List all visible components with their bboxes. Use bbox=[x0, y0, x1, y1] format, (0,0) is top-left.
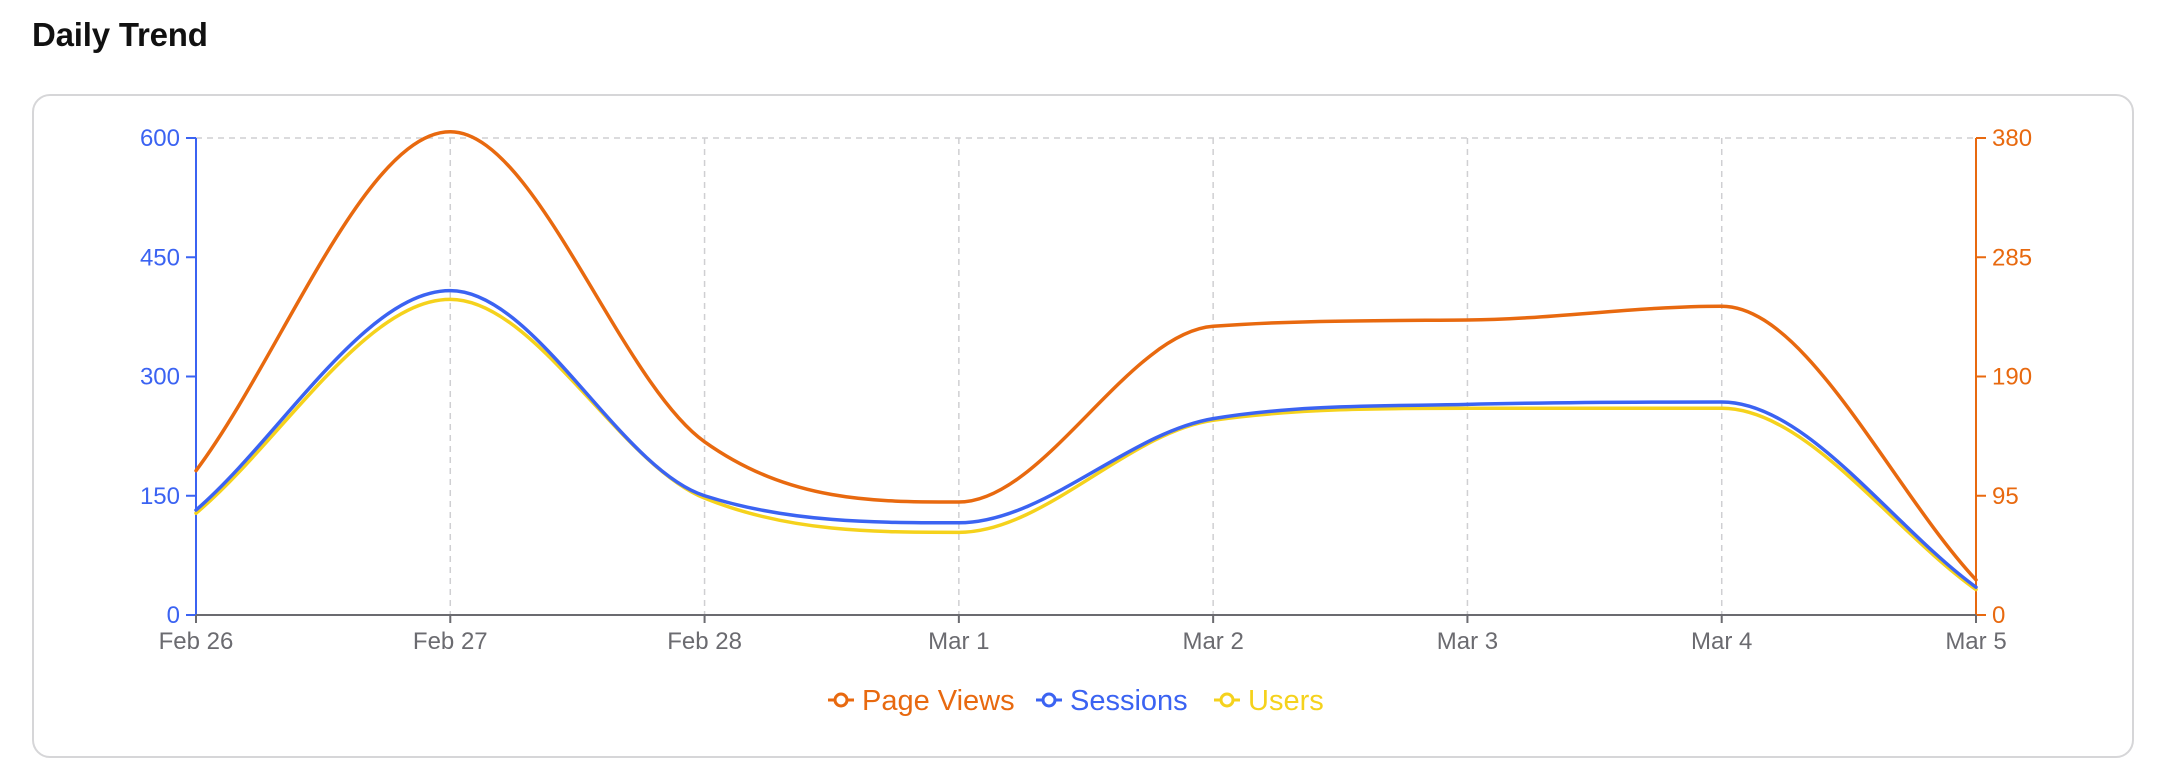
x-tick-label: Mar 3 bbox=[1437, 628, 1498, 655]
x-tick-label: Mar 5 bbox=[1945, 628, 2006, 655]
legend-label: Users bbox=[1248, 685, 1324, 717]
x-tick-label: Feb 26 bbox=[159, 628, 234, 655]
legend-item-sessions[interactable]: Sessions bbox=[1036, 685, 1188, 717]
axis-layer: 0 150 300 450 600 0 95 190 285 380 Feb 26 Feb 27 Feb… bbox=[140, 125, 2032, 655]
left-y-tick-label: 300 bbox=[140, 364, 180, 391]
left-y-tick-label: 0 bbox=[167, 602, 180, 629]
right-y-tick-label: 0 bbox=[1992, 602, 2005, 629]
x-tick-label: Mar 2 bbox=[1182, 628, 1243, 655]
right-y-tick-label: 380 bbox=[1992, 125, 2032, 152]
legend-item-users[interactable]: Users bbox=[1214, 685, 1324, 717]
left-y-tick-label: 600 bbox=[140, 125, 180, 152]
series-layer bbox=[194, 129, 1978, 592]
x-tick-label: Feb 28 bbox=[667, 628, 742, 655]
x-tick-label: Mar 4 bbox=[1691, 628, 1752, 655]
legend-marker-icon bbox=[833, 692, 849, 708]
series-line-sessions bbox=[194, 288, 1978, 589]
page-title: Daily Trend bbox=[32, 16, 208, 53]
series-line-users bbox=[194, 297, 1978, 592]
chart-legend: Page Views Sessions Users bbox=[828, 685, 1324, 717]
legend-marker-icon bbox=[1219, 692, 1235, 708]
series-line-page-views bbox=[194, 129, 1978, 582]
daily-trend-chart: 0 150 300 450 600 0 95 190 285 380 Feb 26 Feb 27 Feb… bbox=[140, 125, 2032, 717]
legend-marker-icon bbox=[1041, 692, 1057, 708]
x-tick-label: Mar 1 bbox=[928, 628, 989, 655]
legend-label: Sessions bbox=[1070, 685, 1188, 717]
right-y-tick-label: 190 bbox=[1992, 364, 2032, 391]
chart-card: 0 150 300 450 600 0 95 190 285 380 Feb 26 Feb 27 Feb… bbox=[32, 94, 2134, 758]
x-tick-label: Feb 27 bbox=[413, 628, 488, 655]
left-y-tick-label: 150 bbox=[140, 483, 180, 510]
right-y-tick-label: 95 bbox=[1992, 483, 2019, 510]
legend-label: Page Views bbox=[862, 685, 1015, 717]
right-y-tick-label: 285 bbox=[1992, 244, 2032, 271]
grid-layer bbox=[196, 137, 1976, 615]
left-y-tick-label: 450 bbox=[140, 244, 180, 271]
legend-item-page-views[interactable]: Page Views bbox=[828, 685, 1015, 717]
